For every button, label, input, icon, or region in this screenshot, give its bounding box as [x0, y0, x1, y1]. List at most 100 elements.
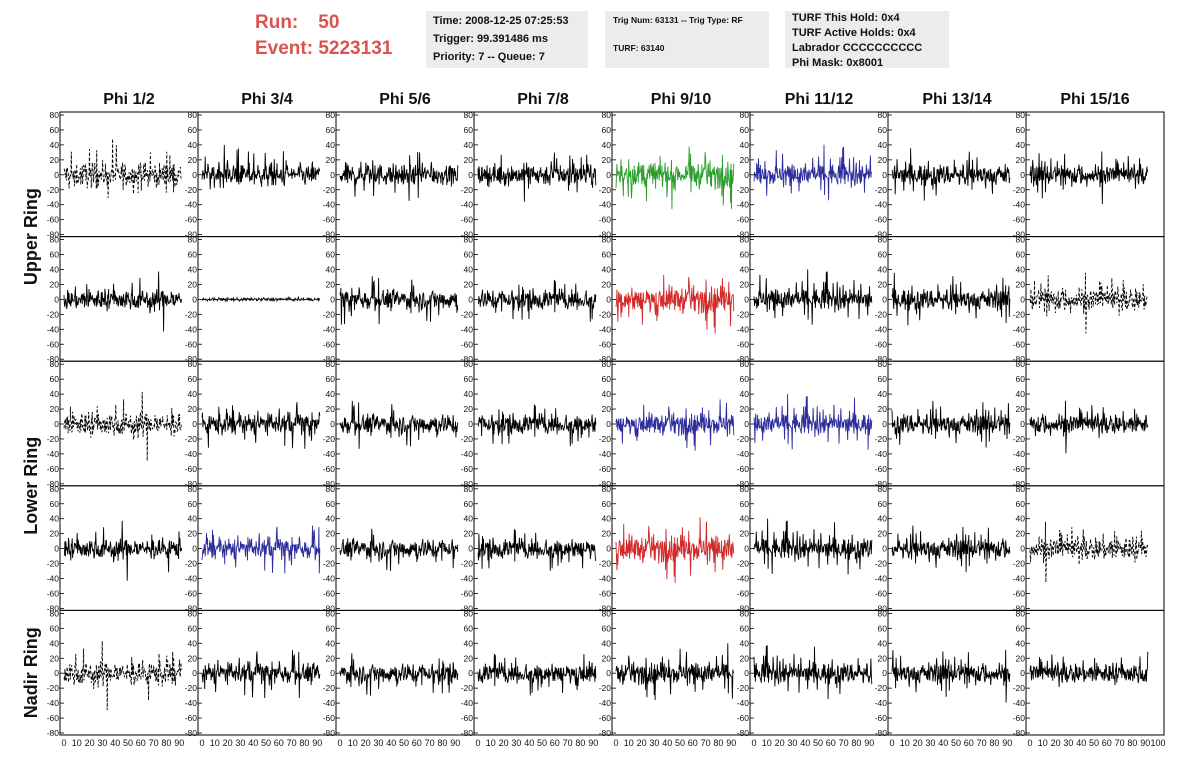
- y-tick-label: -20: [47, 309, 60, 319]
- panel-frame: [59, 360, 199, 487]
- y-tick-label: -80: [47, 728, 60, 738]
- y-tick-label: 40: [188, 265, 198, 275]
- y-tick-label: 80: [50, 608, 60, 618]
- waveform-trace: [63, 271, 183, 332]
- timing-info-box: Time: 2008-12-25 07:25:53 Trigger: 99.39…: [426, 11, 588, 68]
- y-tick-label: 80: [1016, 235, 1026, 245]
- y-tick-label: 20: [740, 155, 750, 165]
- column-title-2: Phi 3/4: [241, 91, 293, 108]
- y-tick-label: 80: [326, 110, 336, 120]
- y-tick-label: 40: [464, 514, 474, 524]
- y-tick-label: 60: [326, 125, 336, 135]
- waveform-trace: [753, 518, 873, 575]
- y-tick-label: 80: [602, 484, 612, 494]
- y-tick-label: -40: [47, 698, 60, 708]
- y-tick-label: 80: [740, 359, 750, 369]
- y-tick-label: -20: [323, 683, 336, 693]
- y-tick-label: 80: [878, 608, 888, 618]
- waveform-trace: [615, 517, 735, 583]
- y-tick-label: -80: [737, 603, 750, 613]
- y-tick-label: 20: [464, 529, 474, 539]
- y-tick-label: 80: [602, 110, 612, 120]
- y-tick-label: -60: [47, 713, 60, 723]
- y-tick-label: 80: [602, 235, 612, 245]
- y-tick-label: 60: [188, 374, 198, 384]
- y-tick-label: 80: [878, 110, 888, 120]
- y-tick-label: 60: [50, 125, 60, 135]
- y-tick-label: -60: [323, 339, 336, 349]
- y-tick-label: 40: [464, 265, 474, 275]
- y-tick-label: 60: [50, 623, 60, 633]
- x-tick-label: 30: [235, 738, 245, 748]
- y-tick-label: 20: [464, 155, 474, 165]
- waveform-trace: [615, 274, 735, 334]
- y-tick-label: 60: [464, 499, 474, 509]
- y-tick-label: 80: [878, 359, 888, 369]
- y-tick-label: -80: [461, 603, 474, 613]
- x-tick-label: 90: [1140, 738, 1150, 748]
- y-tick-label: 80: [188, 110, 198, 120]
- y-tick-label: -60: [1013, 713, 1026, 723]
- x-tick-label: 60: [688, 738, 698, 748]
- y-tick-label: -60: [185, 464, 198, 474]
- y-tick-label: 60: [50, 374, 60, 384]
- y-tick-label: -60: [323, 215, 336, 225]
- x-tick-label: 100: [1150, 738, 1165, 748]
- y-tick-label: 0: [606, 419, 611, 429]
- turf-active-holds-text: TURF Active Holds: 0x4: [792, 27, 916, 39]
- x-tick-label: 90: [174, 738, 184, 748]
- x-tick-label: 30: [787, 738, 797, 748]
- y-tick-label: 0: [882, 668, 887, 678]
- y-tick-label: 60: [464, 125, 474, 135]
- x-tick-label: 30: [511, 738, 521, 748]
- x-tick-label: 20: [1051, 738, 1061, 748]
- time-text: Time: 2008-12-25 07:25:53: [433, 15, 569, 27]
- y-tick-label: 80: [878, 235, 888, 245]
- y-tick-label: 40: [464, 140, 474, 150]
- x-tick-label: 30: [97, 738, 107, 748]
- y-tick-label: 80: [50, 235, 60, 245]
- y-tick-label: 40: [602, 140, 612, 150]
- y-tick-label: -60: [47, 339, 60, 349]
- y-tick-label: 0: [468, 419, 473, 429]
- y-tick-label: -60: [1013, 588, 1026, 598]
- y-tick-label: 20: [464, 653, 474, 663]
- y-tick-label: 20: [740, 404, 750, 414]
- y-tick-label: -80: [875, 479, 888, 489]
- x-tick-label: 60: [274, 738, 284, 748]
- waveform-trace: [753, 269, 873, 325]
- y-tick-label: -40: [599, 574, 612, 584]
- y-tick-label: -40: [185, 574, 198, 584]
- y-tick-label: -20: [599, 559, 612, 569]
- y-tick-label: -20: [47, 185, 60, 195]
- y-tick-label: -20: [461, 683, 474, 693]
- x-tick-label: 30: [925, 738, 935, 748]
- x-tick-label: 50: [123, 738, 133, 748]
- y-tick-label: -80: [599, 354, 612, 364]
- y-tick-label: 60: [740, 125, 750, 135]
- y-tick-label: -20: [323, 309, 336, 319]
- y-tick-label: -40: [185, 200, 198, 210]
- y-tick-label: 60: [464, 374, 474, 384]
- x-tick-label: 60: [550, 738, 560, 748]
- y-tick-label: 40: [50, 514, 60, 524]
- y-tick-label: -80: [185, 354, 198, 364]
- y-tick-label: -40: [875, 449, 888, 459]
- y-tick-label: 40: [326, 389, 336, 399]
- y-tick-label: -60: [875, 588, 888, 598]
- y-tick-label: 40: [1016, 389, 1026, 399]
- y-tick-label: -60: [47, 588, 60, 598]
- y-tick-label: -80: [185, 230, 198, 240]
- y-tick-label: 0: [882, 544, 887, 554]
- y-tick-label: -20: [737, 683, 750, 693]
- x-tick-label: 50: [1089, 738, 1099, 748]
- y-tick-label: 80: [326, 359, 336, 369]
- y-tick-label: 80: [464, 359, 474, 369]
- y-tick-label: -60: [599, 464, 612, 474]
- x-tick-label: 0: [61, 738, 66, 748]
- y-tick-label: -40: [323, 449, 336, 459]
- y-tick-label: -40: [875, 324, 888, 334]
- y-tick-label: 0: [192, 419, 197, 429]
- y-tick-label: 0: [330, 294, 335, 304]
- x-tick-label: 80: [851, 738, 861, 748]
